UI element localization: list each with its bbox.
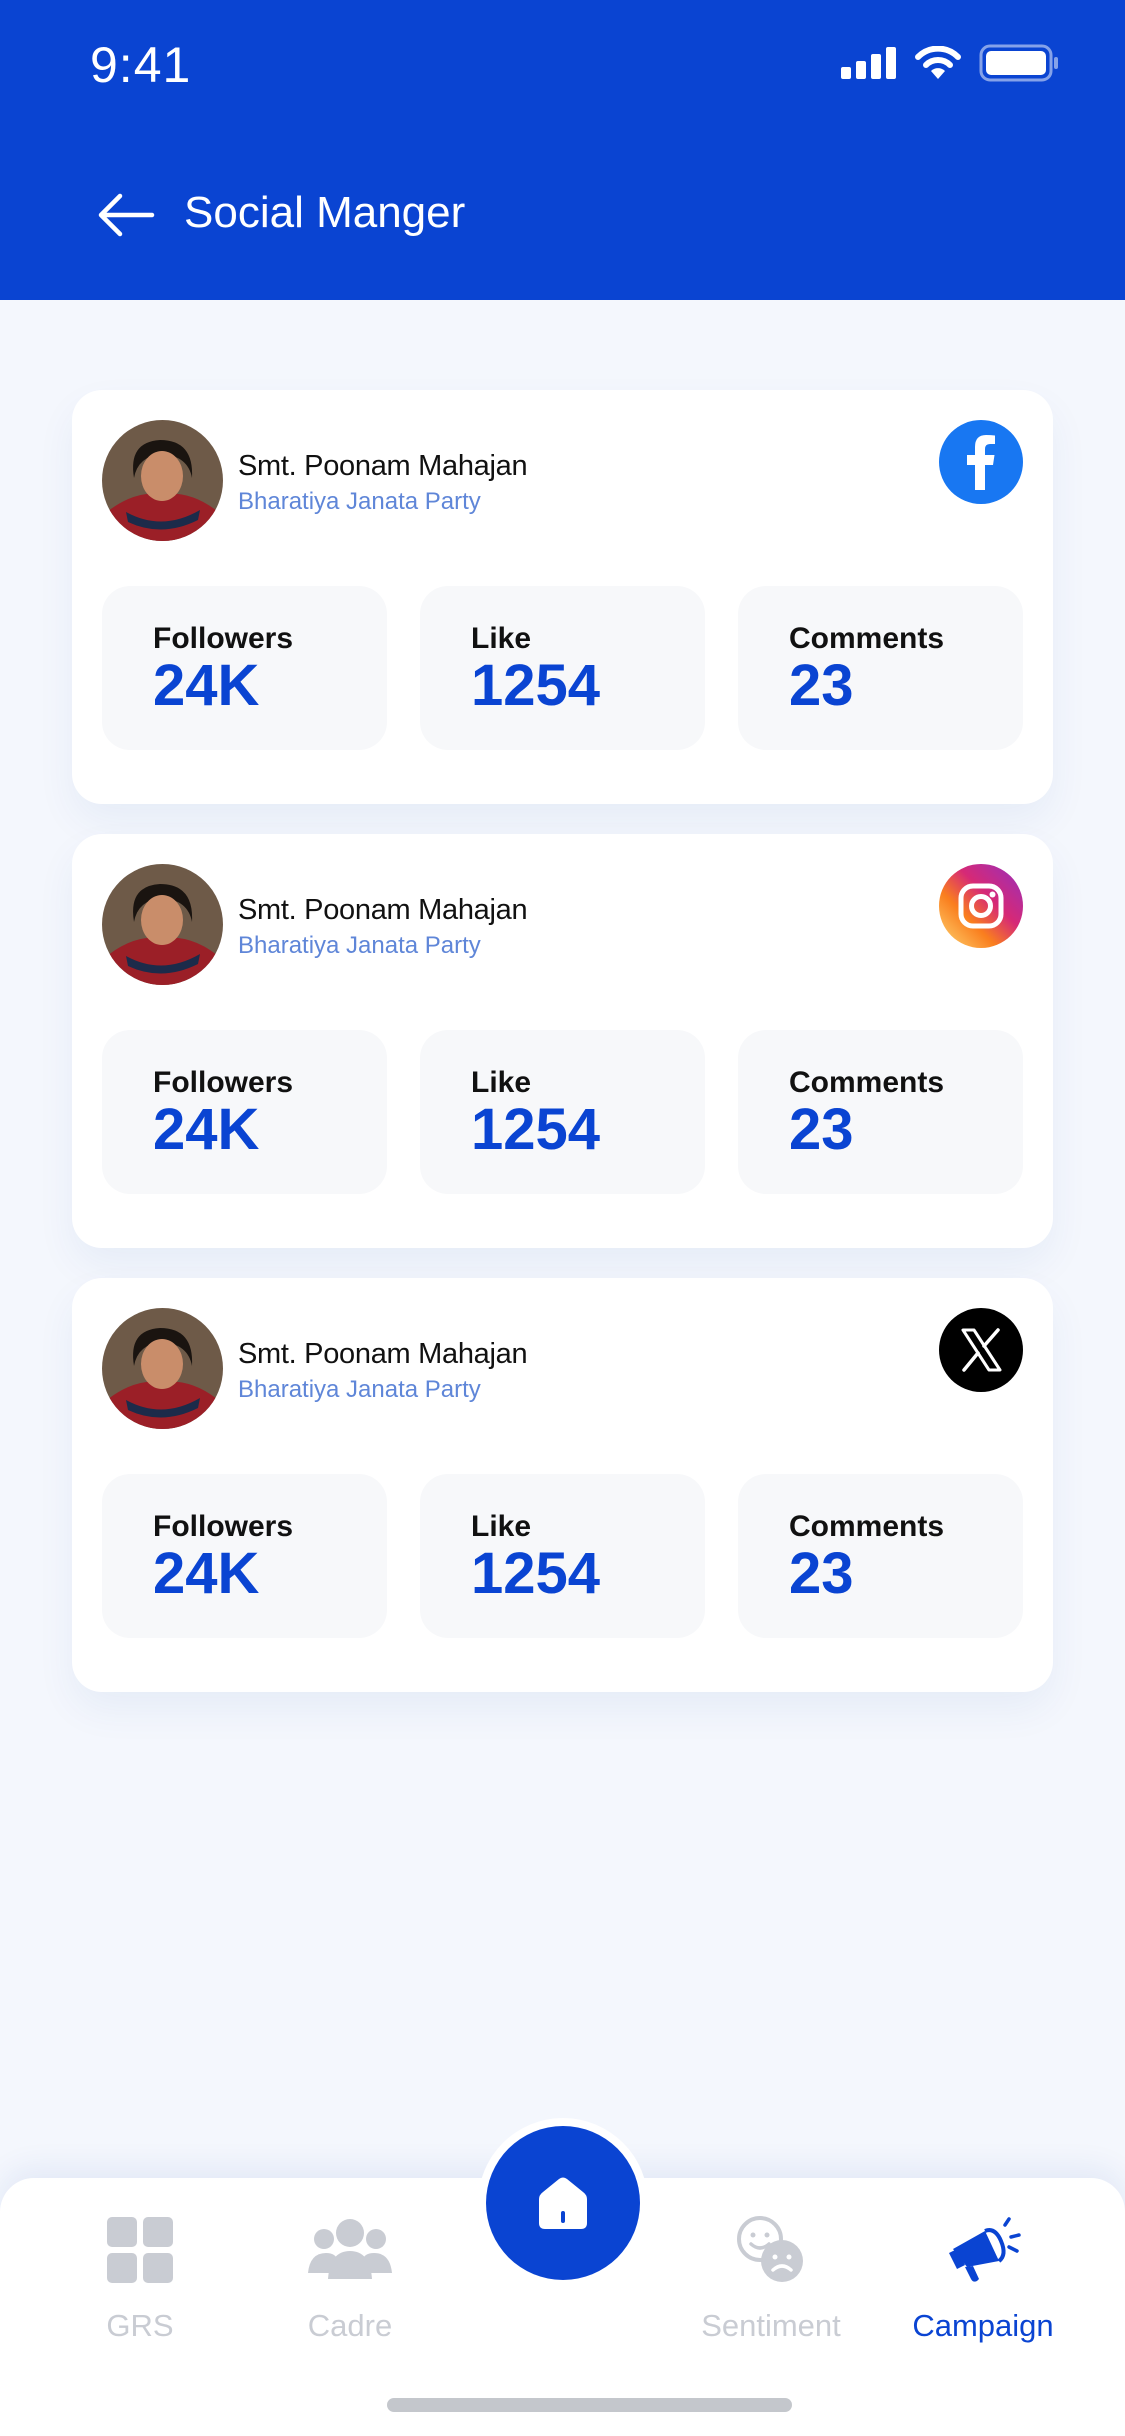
profile-party: Bharatiya Janata Party: [238, 1376, 481, 1403]
stat-value: 1254: [471, 1541, 601, 1606]
stat-value: 24K: [153, 1097, 260, 1162]
profile-name: Smt. Poonam Mahajan: [238, 1338, 528, 1370]
people-icon: [240, 2210, 460, 2290]
stat-likes: Like 1254: [420, 1030, 705, 1194]
status-time: 9:41: [90, 37, 192, 93]
profile-party: Bharatiya Janata Party: [238, 932, 481, 959]
nav-label: Sentiment: [701, 2308, 841, 2343]
stat-value: 1254: [471, 1097, 601, 1162]
stat-label: Comments: [789, 622, 945, 655]
stat-label: Followers: [153, 1510, 294, 1543]
profile-party: Bharatiya Janata Party: [238, 488, 481, 515]
stat-value: 24K: [153, 653, 260, 718]
stat-followers: Followers 24K: [102, 586, 387, 750]
nav-item-sentiment[interactable]: Sentiment: [661, 2210, 881, 2344]
nav-item-campaign[interactable]: Campaign: [873, 2210, 1093, 2344]
mood-icon: [661, 2210, 881, 2290]
wifi-icon: [915, 45, 961, 85]
social-card-facebook[interactable]: Smt. Poonam Mahajan Bharatiya Janata Par…: [72, 390, 1053, 804]
stat-comments: Comments 23: [738, 1474, 1023, 1638]
stat-value: 23: [789, 653, 854, 718]
avatar: [102, 420, 223, 541]
app-header: 9:41: [0, 0, 1125, 300]
profile-name: Smt. Poonam Mahajan: [238, 450, 528, 482]
stat-label: Followers: [153, 622, 294, 655]
status-icons: [841, 44, 1059, 87]
social-card-x[interactable]: Smt. Poonam Mahajan Bharatiya Janata Par…: [72, 1278, 1053, 1692]
nav-label: Campaign: [912, 2308, 1054, 2343]
stat-likes: Like 1254: [420, 1474, 705, 1638]
stat-label: Like: [471, 1510, 532, 1543]
megaphone-icon: [873, 2210, 1093, 2290]
page-title: Social Manger: [184, 188, 466, 237]
stat-comments: Comments 23: [738, 586, 1023, 750]
stat-followers: Followers 24K: [102, 1474, 387, 1638]
stat-value: 1254: [471, 653, 601, 718]
stat-followers: Followers 24K: [102, 1030, 387, 1194]
avatar: [102, 864, 223, 985]
profile-name: Smt. Poonam Mahajan: [238, 894, 528, 926]
home-button[interactable]: [478, 2118, 648, 2288]
nav-label: GRS: [106, 2308, 174, 2343]
stat-likes: Like 1254: [420, 586, 705, 750]
stat-label: Like: [471, 1066, 532, 1099]
stat-label: Comments: [789, 1510, 945, 1543]
stat-value: 24K: [153, 1541, 260, 1606]
nav-item-grs[interactable]: GRS: [30, 2210, 250, 2344]
back-arrow-icon[interactable]: [96, 190, 156, 240]
stat-value: 23: [789, 1097, 854, 1162]
stat-label: Comments: [789, 1066, 945, 1099]
stat-comments: Comments 23: [738, 1030, 1023, 1194]
social-card-instagram[interactable]: Smt. Poonam Mahajan Bharatiya Janata Par…: [72, 834, 1053, 1248]
x-icon[interactable]: [939, 1308, 1023, 1392]
stat-value: 23: [789, 1541, 854, 1606]
stat-label: Like: [471, 622, 532, 655]
battery-icon: [979, 44, 1059, 87]
nav-label: Cadre: [307, 2308, 393, 2343]
home-icon: [486, 2126, 640, 2280]
home-indicator: [387, 2398, 792, 2412]
grid-icon: [30, 2210, 250, 2290]
bottom-nav: GRS Cadre: [0, 2118, 1125, 2436]
avatar: [102, 1308, 223, 1429]
facebook-icon[interactable]: [939, 420, 1023, 504]
instagram-icon[interactable]: [939, 864, 1023, 948]
stat-label: Followers: [153, 1066, 294, 1099]
signal-icon: [841, 47, 897, 84]
nav-item-cadre[interactable]: Cadre: [240, 2210, 460, 2344]
